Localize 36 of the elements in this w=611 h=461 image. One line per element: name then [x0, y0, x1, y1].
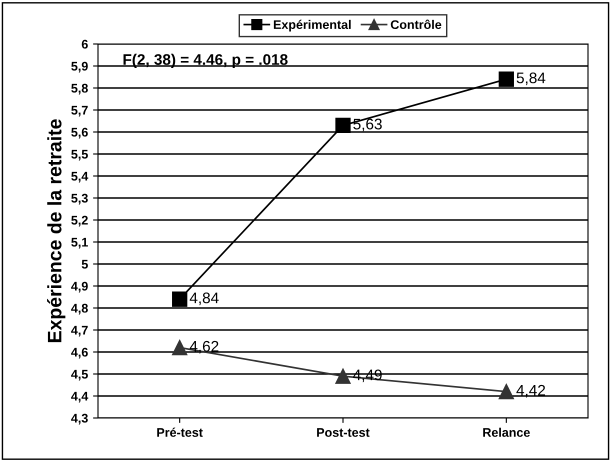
y-tick-label: 5 [82, 260, 88, 269]
y-tick-label: 6 [82, 40, 88, 49]
y-tick-label: 4,4 [71, 392, 88, 402]
point [335, 368, 351, 384]
y-tick-label: 5,9 [71, 62, 88, 72]
y-tick-label: 5,8 [71, 84, 88, 94]
legend-label: Expérimental [274, 20, 351, 32]
x-tick-label: Relance [483, 428, 530, 437]
x-tick-label: Pré-test [157, 428, 203, 437]
y-tick-label: 4,8 [71, 304, 88, 314]
point [335, 118, 351, 134]
y-tick-label: 4,5 [71, 370, 88, 380]
legend-label: Contrôle [390, 20, 442, 30]
y-tick-label: 5,7 [71, 106, 88, 116]
y-tick-label: 5,2 [71, 216, 88, 226]
point [498, 72, 514, 87]
data-label: 4,84 [190, 292, 219, 306]
y-tick-label: 5,1 [71, 238, 88, 248]
y-tick-label: 4,6 [71, 348, 88, 358]
point [172, 340, 188, 356]
y-tick-label: 5,4 [71, 172, 88, 182]
point [498, 384, 514, 400]
y-tick-label: 4,9 [71, 282, 88, 292]
data-label: 5,84 [516, 72, 546, 86]
point [172, 292, 188, 307]
y-axis-title: Expérience de la retraite [47, 119, 66, 342]
data-label: 4,62 [190, 340, 218, 354]
y-tick-label: 4,3 [71, 414, 88, 424]
x-tick-label: Post-test [317, 428, 370, 437]
data-label: 5,63 [353, 118, 382, 132]
y-tick-label: 5,3 [71, 194, 88, 204]
y-tick-label: 5,5 [71, 150, 88, 160]
y-tick-label: 4,7 [71, 326, 88, 336]
annotation: F(2, 38) = 4.46, p = .018 [124, 54, 288, 68]
y-tick-label: 5,6 [71, 128, 88, 138]
data-label: 4,42 [516, 384, 546, 398]
